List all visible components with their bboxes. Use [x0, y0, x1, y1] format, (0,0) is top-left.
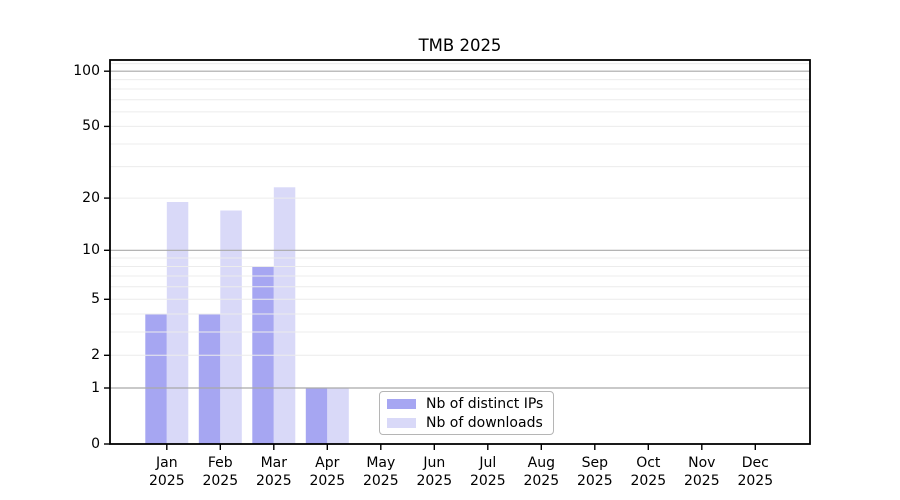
legend-label-downloads: Nb of downloads — [426, 414, 543, 431]
x-tick-label-jun-2025: Jun 2025 — [416, 455, 453, 489]
legend-swatch-downloads — [387, 417, 416, 428]
x-tick-label-apr-2025: Apr 2025 — [309, 455, 346, 489]
bar-nb-of-distinct-ips-apr-2025 — [305, 388, 328, 444]
bar-nb-of-downloads-mar-2025 — [273, 187, 296, 445]
bar-nb-of-distinct-ips-jan-2025 — [145, 314, 167, 444]
bar-nb-of-distinct-ips-feb-2025 — [198, 314, 221, 444]
x-tick-label-nov-2025: Nov 2025 — [683, 455, 720, 489]
legend-item-downloads: Nb of downloads — [387, 415, 553, 431]
y-tick-label-10: 10 — [82, 242, 100, 259]
plot-frame — [109, 59, 811, 445]
x-tick-label-dec-2025: Dec 2025 — [737, 455, 774, 489]
chart-title: TMB 2025 — [418, 36, 502, 55]
legend: Nb of distinct IPs Nb of downloads — [379, 391, 554, 435]
bar-nb-of-downloads-feb-2025 — [220, 210, 242, 444]
y-tick-label-20: 20 — [82, 190, 100, 207]
x-tick-label-mar-2025: Mar 2025 — [255, 455, 292, 489]
x-tick-label-feb-2025: Feb 2025 — [202, 455, 239, 489]
y-tick-label-50: 50 — [82, 118, 100, 135]
x-tick-label-jan-2025: Jan 2025 — [148, 455, 185, 489]
y-tick-label-100: 100 — [73, 63, 100, 80]
x-tick-label-jul-2025: Jul 2025 — [469, 455, 506, 489]
legend-label-distinct-ips: Nb of distinct IPs — [426, 395, 544, 412]
x-tick-label-aug-2025: Aug 2025 — [523, 455, 560, 489]
bar-nb-of-downloads-apr-2025 — [327, 388, 349, 444]
x-tick-label-oct-2025: Oct 2025 — [630, 455, 667, 489]
bar-nb-of-downloads-jan-2025 — [166, 202, 189, 444]
legend-item-distinct-ips: Nb of distinct IPs — [387, 396, 553, 412]
y-tick-label-2: 2 — [91, 347, 100, 364]
y-tick-label-5: 5 — [91, 291, 100, 308]
x-tick-label-sep-2025: Sep 2025 — [576, 455, 613, 489]
y-tick-label-1: 1 — [91, 380, 100, 396]
y-tick-label-0: 0 — [91, 436, 100, 452]
x-tick-label-may-2025: May 2025 — [362, 455, 399, 489]
legend-swatch-ips — [387, 398, 416, 409]
